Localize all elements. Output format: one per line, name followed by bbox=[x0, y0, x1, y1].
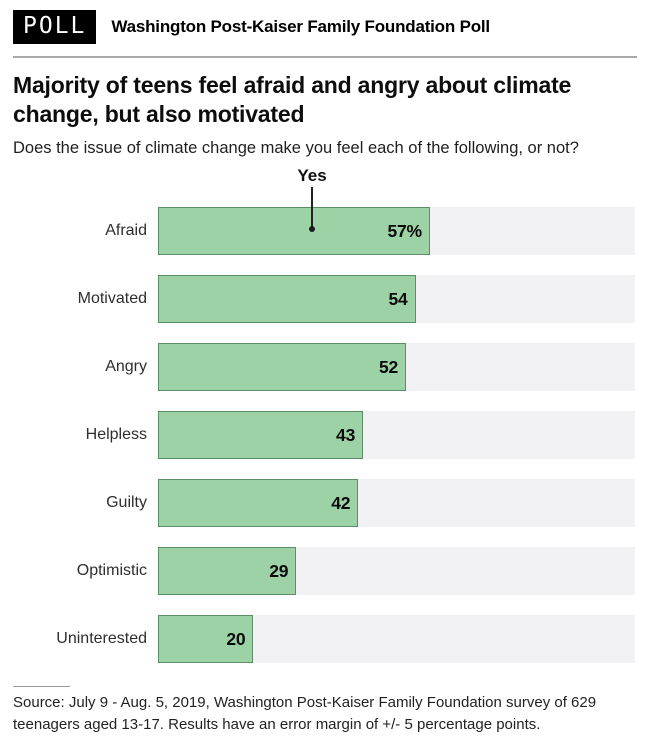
source-divider bbox=[13, 686, 70, 687]
bar-value-label: 57% bbox=[387, 220, 422, 241]
bar-category-label: Motivated bbox=[77, 290, 147, 307]
bar-value-label: 29 bbox=[269, 560, 289, 581]
bar-row: Helpless 43 bbox=[13, 411, 637, 459]
bar-fill: 29 bbox=[158, 547, 297, 595]
header-divider bbox=[13, 56, 637, 58]
bar-chart: Yes Afraid 57% Motivated 54 Angry 52 Hel bbox=[13, 166, 637, 663]
header: POLL Washington Post-Kaiser Family Found… bbox=[13, 10, 637, 44]
yes-annotation-line bbox=[311, 187, 313, 227]
bar-row: Motivated 54 bbox=[13, 275, 637, 323]
chart-title: Majority of teens feel afraid and angry … bbox=[13, 72, 572, 127]
bar-row: Guilty 42 bbox=[13, 479, 637, 527]
bar-row: Angry 52 bbox=[13, 343, 637, 391]
bar-rows: Afraid 57% Motivated 54 Angry 52 Helples… bbox=[13, 166, 637, 663]
bar-row: Optimistic 29 bbox=[13, 547, 637, 595]
bar-category-label: Optimistic bbox=[76, 562, 147, 579]
bar-category-label: Uninterested bbox=[56, 630, 147, 647]
bar-row: Afraid 57% bbox=[13, 207, 637, 255]
bar-value-label: 43 bbox=[336, 424, 356, 445]
bar-track: 43 bbox=[158, 411, 635, 459]
bar-fill: 20 bbox=[158, 615, 254, 663]
bar-value-label: 42 bbox=[331, 492, 351, 513]
bar-row: Uninterested 20 bbox=[13, 615, 637, 663]
yes-annotation: Yes bbox=[292, 166, 332, 232]
bar-category-label: Helpless bbox=[85, 426, 147, 443]
bar-fill: 54 bbox=[158, 275, 416, 323]
bar-track: 20 bbox=[158, 615, 635, 663]
bar-fill: 57% bbox=[158, 207, 430, 255]
bar-track: 57% bbox=[158, 207, 635, 255]
bar-value-label: 52 bbox=[378, 356, 399, 377]
bar-fill: 52 bbox=[158, 343, 407, 391]
yes-annotation-dot bbox=[309, 226, 315, 232]
chart-subtitle: Does the issue of climate change make yo… bbox=[13, 139, 579, 157]
bar-value-label: 20 bbox=[226, 628, 246, 649]
bar-fill: 42 bbox=[158, 479, 359, 527]
source-note: Source: July 9 - Aug. 5, 2019, Washingto… bbox=[13, 694, 597, 733]
bar-track: 42 bbox=[158, 479, 635, 527]
bar-fill: 43 bbox=[158, 411, 364, 459]
header-title: Washington Post-Kaiser Family Foundation… bbox=[111, 17, 490, 36]
bar-category-label: Guilty bbox=[106, 494, 147, 511]
bar-category-label: Angry bbox=[105, 358, 147, 375]
bar-value-label: 54 bbox=[388, 288, 408, 309]
bar-category-label: Afraid bbox=[105, 222, 147, 239]
bar-track: 29 bbox=[158, 547, 635, 595]
poll-badge: POLL bbox=[13, 10, 97, 44]
bar-track: 52 bbox=[158, 343, 635, 391]
yes-annotation-label: Yes bbox=[297, 166, 327, 185]
bar-track: 54 bbox=[158, 275, 635, 323]
